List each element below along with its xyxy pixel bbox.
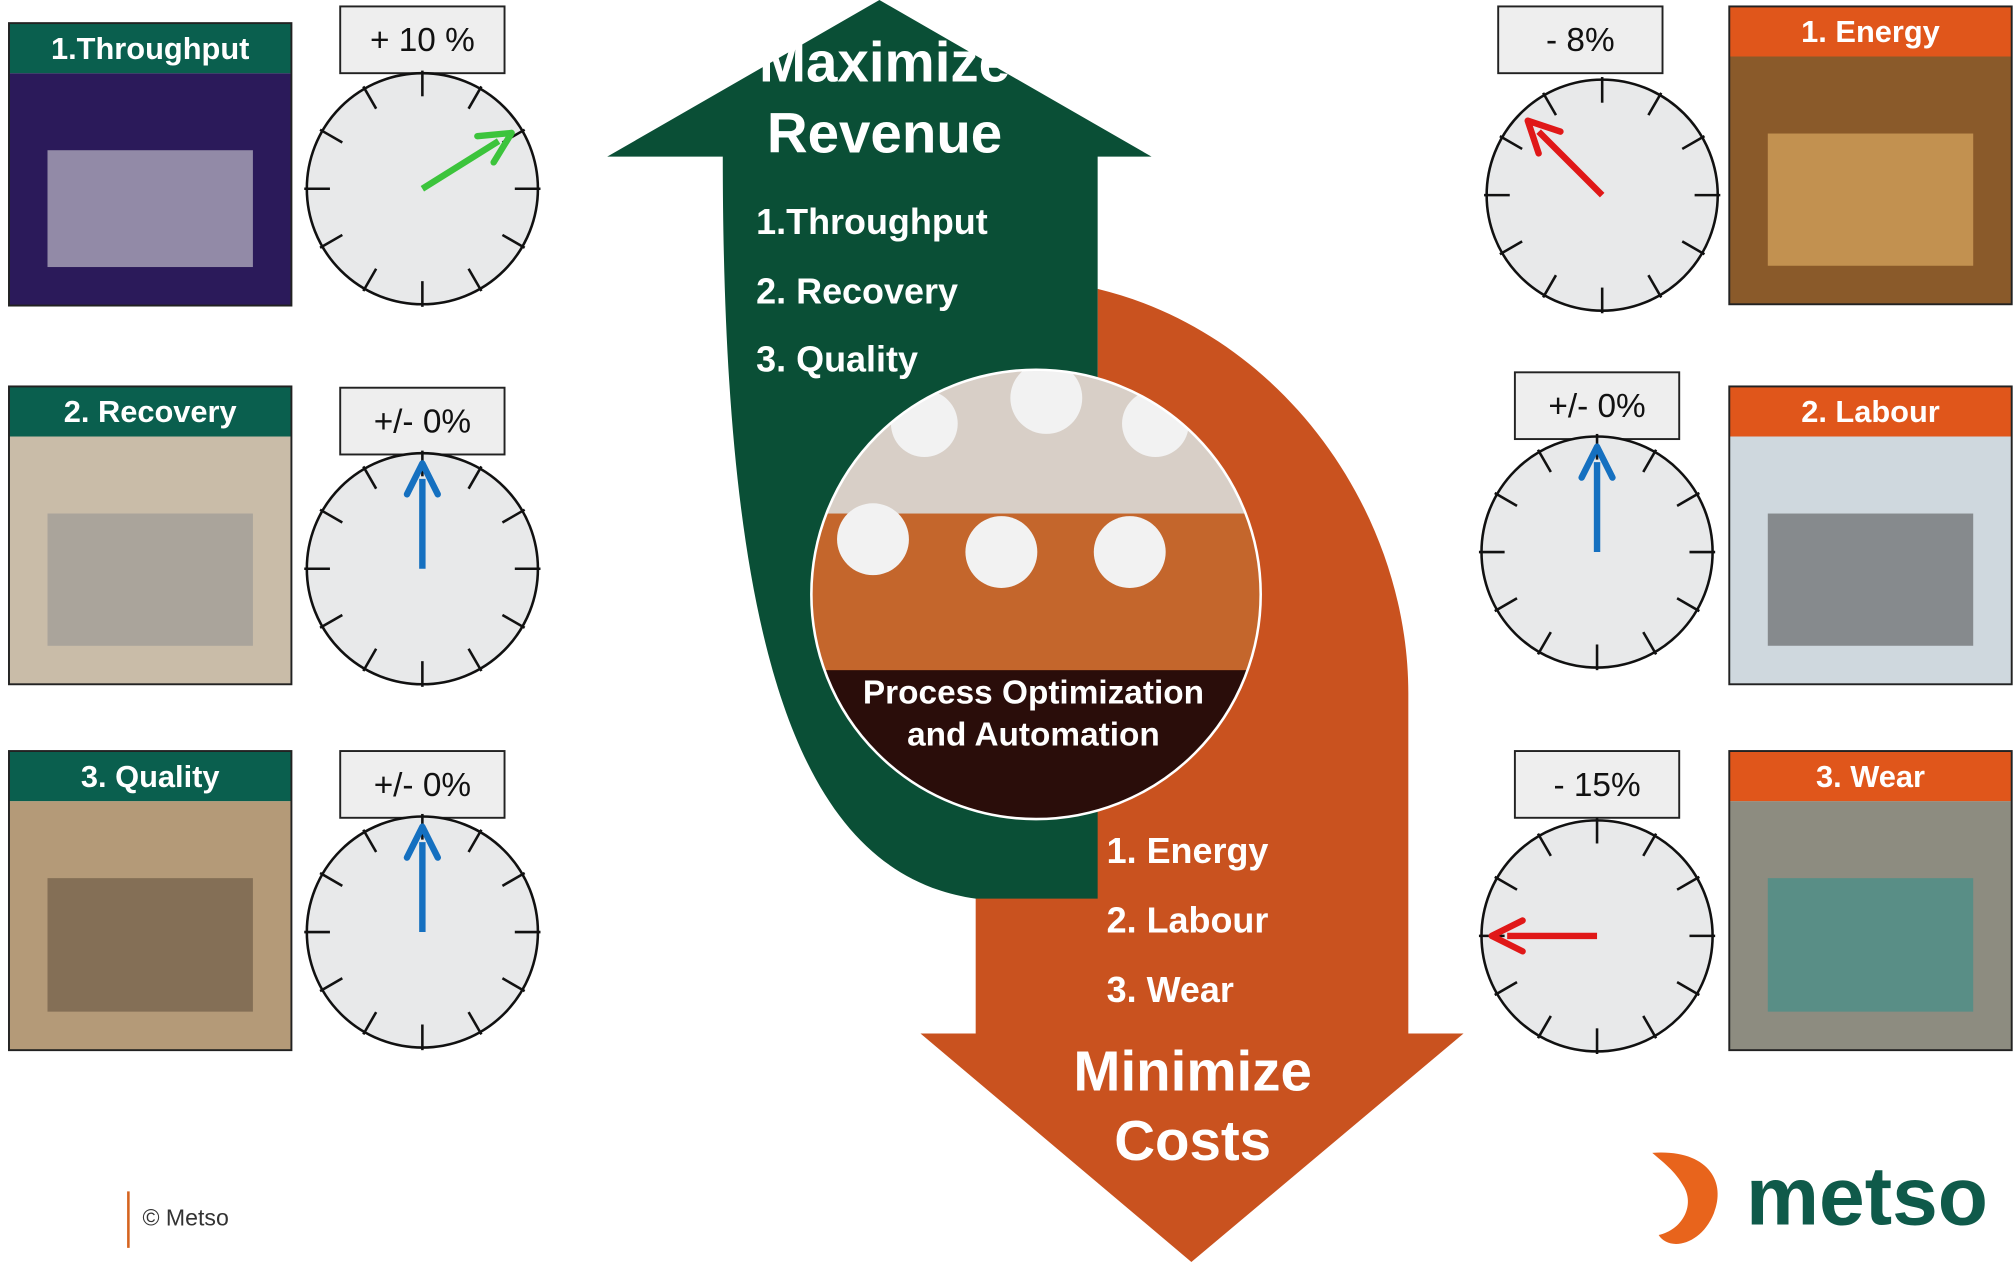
panel-photo-detail: [48, 878, 253, 1012]
panel-label: 2. Recovery: [64, 394, 237, 429]
panel-label: 3. Wear: [1816, 759, 1925, 794]
cost-title: Minimize: [1073, 1040, 1311, 1103]
panel-photo-detail: [48, 150, 253, 267]
panel-label: 3. Quality: [81, 759, 220, 794]
gauge-label: +/- 0%: [374, 403, 471, 440]
gauge-dial: [307, 73, 538, 304]
revenue-item: 2. Recovery: [756, 271, 958, 312]
cost-item: 2. Labour: [1107, 900, 1269, 941]
revenue-item: 3. Quality: [756, 339, 918, 380]
panel-label: 1. Energy: [1801, 14, 1940, 49]
panel-photo-detail: [1768, 878, 1973, 1012]
panel-label: 2. Labour: [1801, 394, 1940, 429]
panel-photo-detail: [48, 514, 253, 646]
panel-photo-detail: [1768, 134, 1973, 266]
copyright: © Metso: [143, 1205, 229, 1231]
diagram: Maximize Revenue 1.Throughput 2. Recover…: [0, 0, 2013, 1262]
gauge-label: + 10 %: [370, 22, 475, 59]
gauge-label: - 8%: [1546, 22, 1615, 59]
cost-item: 3. Wear: [1107, 969, 1234, 1010]
cost-title: Costs: [1114, 1109, 1271, 1172]
gauge-label: - 15%: [1553, 767, 1640, 804]
logo: metso: [1746, 1152, 1988, 1243]
panel-label: 1.Throughput: [51, 31, 249, 66]
center-caption: Process Optimization: [863, 674, 1204, 711]
revenue-title: Maximize: [759, 31, 1010, 94]
cost-item: 1. Energy: [1107, 830, 1269, 871]
revenue-title: Revenue: [767, 101, 1002, 164]
revenue-item: 1.Throughput: [756, 201, 988, 242]
center-caption: and Automation: [907, 717, 1160, 754]
gauge-label: +/- 0%: [374, 767, 471, 804]
panel-photo-detail: [1768, 514, 1973, 646]
gauge-label: +/- 0%: [1548, 388, 1645, 425]
